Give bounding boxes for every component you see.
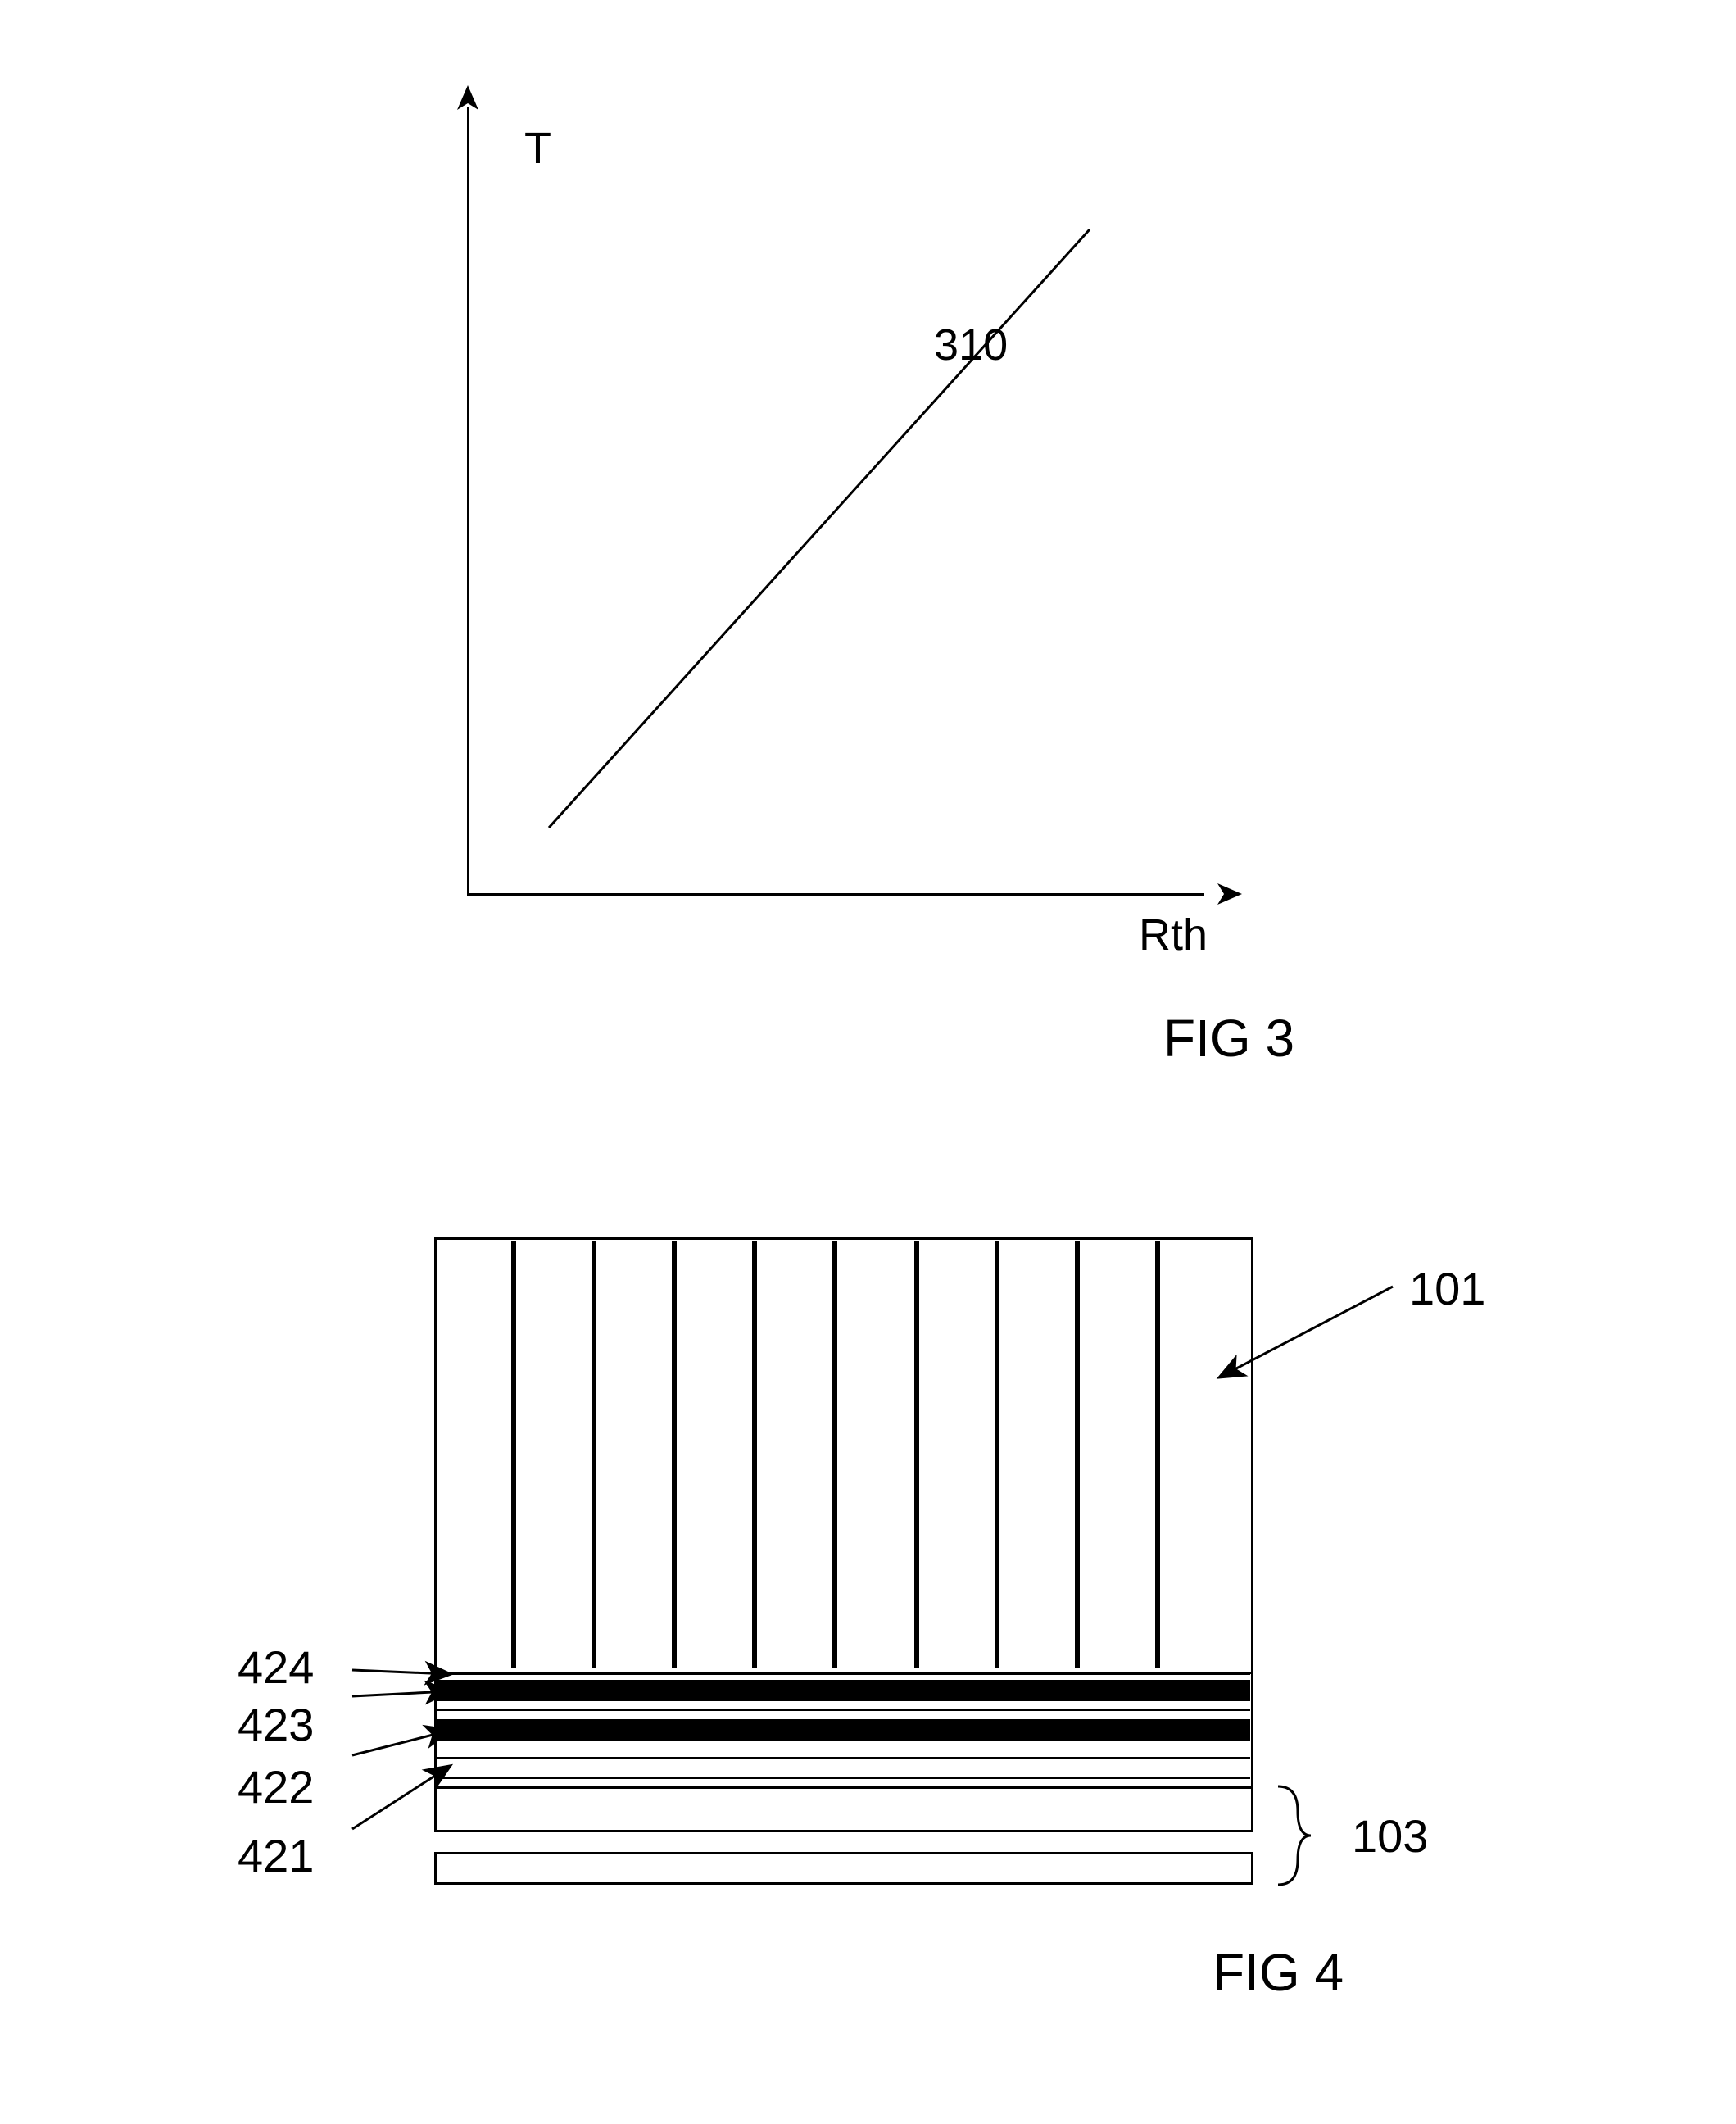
- layer-mid-line: [437, 1709, 1250, 1711]
- layer-422: [437, 1719, 1250, 1740]
- layer-421-line1: [437, 1757, 1250, 1759]
- layer-421-line2: [437, 1777, 1250, 1779]
- x-axis-arrow-icon: [1201, 874, 1242, 914]
- y-axis-arrow-icon: [447, 85, 488, 126]
- component-103-lower: [434, 1852, 1253, 1885]
- label-423: 423: [238, 1698, 314, 1751]
- label-424: 424: [238, 1641, 314, 1694]
- vertical-bar: [1155, 1241, 1160, 1668]
- figure-4-caption: FIG 4: [1212, 1942, 1344, 2003]
- vertical-bar: [1075, 1241, 1080, 1668]
- vertical-bar: [672, 1241, 677, 1668]
- y-axis-label: T: [524, 123, 551, 174]
- vertical-bar: [592, 1241, 596, 1668]
- vertical-bar: [914, 1241, 919, 1668]
- component-101: [434, 1237, 1253, 1672]
- layer-423: [437, 1680, 1250, 1701]
- label-103: 103: [1352, 1809, 1428, 1863]
- vertical-bar: [995, 1241, 999, 1668]
- label-422: 422: [238, 1760, 314, 1813]
- label-421: 421: [238, 1829, 314, 1882]
- curve-label: 310: [934, 320, 1008, 370]
- page: T Rth 310 FIG 3 424423 422 421 101 103 FIG 4: [0, 0, 1736, 2124]
- vertical-bar: [752, 1241, 757, 1668]
- label-101: 101: [1409, 1262, 1485, 1315]
- component-103-upper: [434, 1786, 1253, 1832]
- vertical-bar: [511, 1241, 516, 1668]
- x-axis-label: Rth: [1139, 910, 1208, 960]
- x-axis: [467, 893, 1204, 896]
- vertical-bar: [832, 1241, 837, 1668]
- y-axis: [467, 107, 469, 893]
- figure-3-caption: FIG 3: [1163, 1008, 1294, 1069]
- layer-424-line: [437, 1673, 1250, 1675]
